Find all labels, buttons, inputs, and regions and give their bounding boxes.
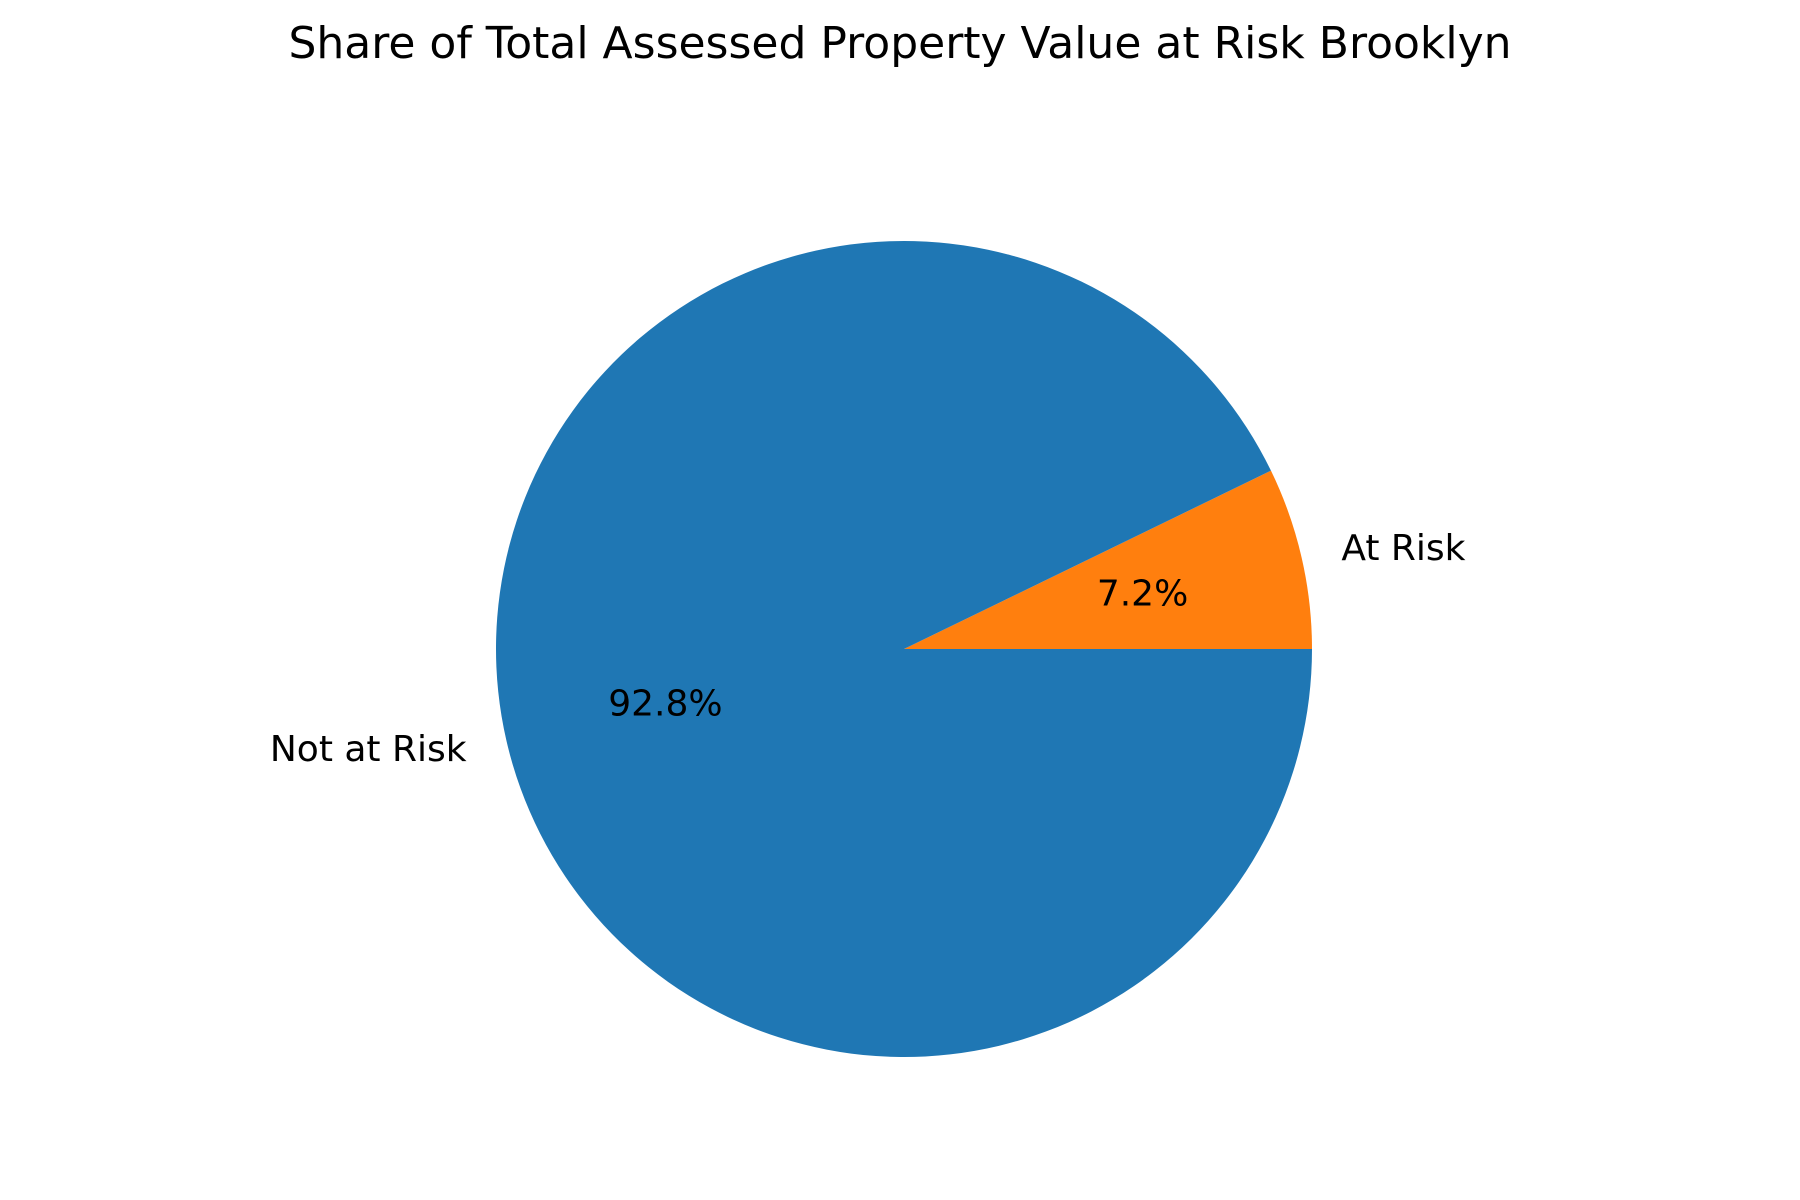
pie-slice-at-risk xyxy=(904,470,1312,649)
pie-labels: At Risk 7.2% Not at Risk 92.8% xyxy=(270,528,1466,770)
chart-title: Share of Total Assessed Property Value a… xyxy=(288,18,1512,69)
pie-slices xyxy=(496,240,1313,1057)
slice-pct-at-risk: 7.2% xyxy=(1097,574,1188,615)
slice-pct-not-at-risk: 92.8% xyxy=(608,683,722,724)
slice-label-not-at-risk: Not at Risk xyxy=(270,729,467,770)
pie-slice-not-at-risk xyxy=(496,240,1313,1057)
slice-label-at-risk: At Risk xyxy=(1341,528,1465,569)
